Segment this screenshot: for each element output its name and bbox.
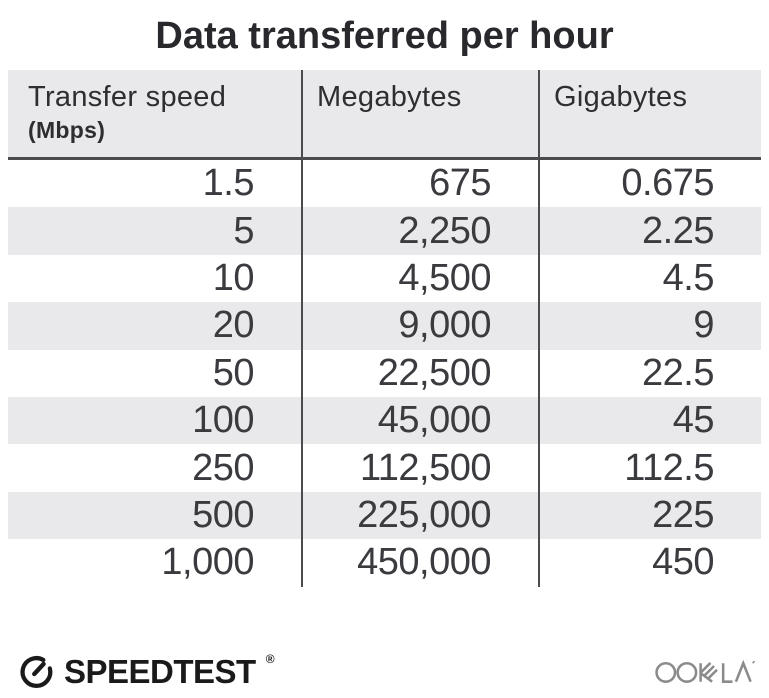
table-row: 50 22,500 22.5 xyxy=(8,349,761,397)
column-header-gigabytes: Gigabytes xyxy=(538,70,761,157)
table-cell: 100 xyxy=(192,399,254,442)
column-header-megabytes: Megabytes xyxy=(301,70,538,157)
page-title: Data transferred per hour xyxy=(155,15,614,57)
table-cell: 50 xyxy=(212,351,255,394)
table-cell: 675 xyxy=(301,160,538,208)
table-cell: 9,000 xyxy=(301,302,538,350)
table-row: 250 112,500 112.5 xyxy=(8,444,761,492)
speedtest-logo: SPEEDTEST ® xyxy=(18,652,275,690)
table-cell: 1,000 xyxy=(161,541,254,584)
table-row: 20 9,000 9 xyxy=(8,302,761,350)
registered-trademark-mark: ® xyxy=(265,652,275,666)
column-header-unit: (Mbps) xyxy=(28,117,106,143)
table-cell: 112,500 xyxy=(301,444,538,492)
table-cell: 500 xyxy=(192,493,254,536)
ookla-wordmark-icon xyxy=(655,659,756,683)
table-row: 1.5 675 0.675 xyxy=(8,160,761,208)
table-cell: 2,250 xyxy=(301,207,538,255)
table-cell: 9 xyxy=(538,302,761,350)
table-cell: 250 xyxy=(192,446,254,489)
ookla-logo xyxy=(655,656,757,686)
table-cell: 2.25 xyxy=(538,207,761,255)
table-cell: 10 xyxy=(212,256,255,299)
table-row: 5 2,250 2.25 xyxy=(8,207,761,255)
table-cell: 0.675 xyxy=(538,160,761,208)
table-cell: 225 xyxy=(538,491,761,540)
table-row: 1,000 450,000 450 xyxy=(8,539,761,587)
table-cell: 20 xyxy=(212,304,255,347)
table-cell: 4,500 xyxy=(301,254,538,303)
table-cell: 4.5 xyxy=(538,254,761,303)
speedtest-gauge-icon xyxy=(20,656,53,688)
table-cell: 45 xyxy=(538,396,761,445)
table-cell: 5 xyxy=(233,209,254,252)
data-table: Transfer speed (Mbps) Megabytes Gigabyte… xyxy=(8,70,761,587)
table-row: 500 225,000 225 xyxy=(8,491,761,540)
table-row: 10 4,500 4.5 xyxy=(8,254,761,303)
table-cell: 112.5 xyxy=(538,444,761,492)
table-cell: 22.5 xyxy=(538,349,761,397)
table-cell: 22,500 xyxy=(301,349,538,397)
footer: SPEEDTEST ® xyxy=(18,650,757,692)
table-header-row: Transfer speed (Mbps) Megabytes Gigabyte… xyxy=(8,70,761,160)
table-cell: 45,000 xyxy=(301,396,538,445)
column-header-transfer-speed: Transfer speed (Mbps) xyxy=(8,70,301,157)
speedtest-wordmark: SPEEDTEST xyxy=(64,652,256,690)
table-cell: 225,000 xyxy=(301,491,538,540)
table-cell: 450 xyxy=(538,539,761,587)
table-cell: 450,000 xyxy=(301,539,538,587)
table-row: 100 45,000 45 xyxy=(8,396,761,445)
table-cell: 1.5 xyxy=(202,162,255,205)
